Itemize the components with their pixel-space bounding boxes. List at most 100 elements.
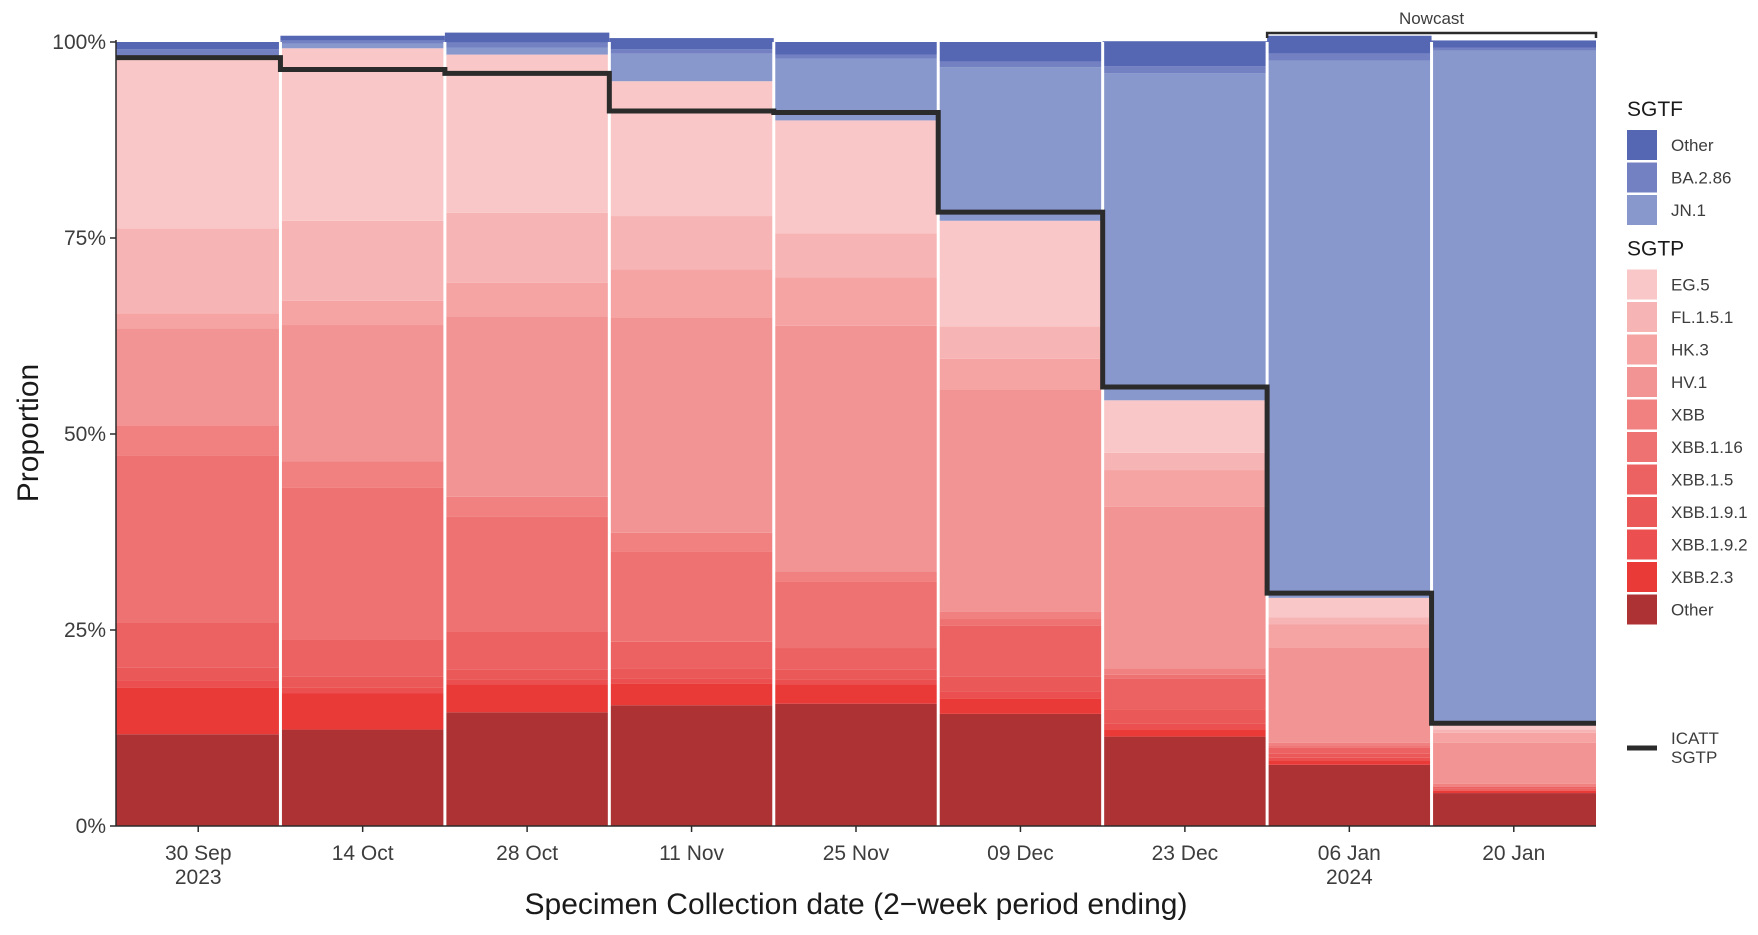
bar-segment-sgtp-xbb-2-3: [773, 684, 939, 704]
legend-key-sgtf-ba-2-86: [1627, 162, 1657, 193]
bar-segment-sgtf-ba-2-86: [609, 49, 774, 54]
bar-segment-sgtp-xbb-1-9-2: [1431, 789, 1596, 791]
legend-label-icatt: ICATT: [1671, 729, 1719, 748]
bar-segment-sgtp-hv-1: [1102, 506, 1268, 669]
bar-segment-sgtp-xbb-1-9-2: [1102, 723, 1268, 730]
bar-segment-sgtp-hk-3: [773, 277, 939, 326]
bar-segment-sgtp-xbb-1-16: [280, 487, 445, 640]
bar-segment-sgtp-xbb-1-5: [938, 625, 1103, 677]
bar-segment-sgtp-xbb-1-9-1: [1431, 788, 1596, 790]
x-tick-label: 09 Dec: [987, 842, 1054, 865]
x-tick-label: 30 Sep: [165, 842, 232, 865]
bar-segment-sgtp-hk-3: [1431, 732, 1596, 743]
legend-key-sgtp-other: [1627, 594, 1657, 625]
legend-label-sgtp-xbb-2-3: XBB.2.3: [1671, 568, 1733, 587]
bar-segment-sgtf-other: [116, 42, 281, 50]
bar-segment-sgtp-xbb-1-5: [1102, 678, 1268, 710]
bar-segment-sgtp-xbb: [1431, 783, 1596, 787]
bar-segment-sgtp-xbb: [280, 461, 445, 488]
bar-segment-sgtp-eg-5: [1431, 723, 1596, 730]
bar-segment-sgtp-xbb-1-5: [116, 622, 281, 668]
x-tick-label: 11 Nov: [659, 842, 724, 865]
legend-label-sgtp-xbb-1-9-2: XBB.1.9.2: [1671, 536, 1748, 555]
bar-segment-sgtf-other: [609, 38, 774, 50]
bar-segment-sgtf-other: [1431, 40, 1596, 48]
legend-label-sgtf-ba-2-86: BA.2.86: [1671, 169, 1732, 188]
bar-segment-sgtp-fl-1-5-1: [280, 220, 445, 301]
bar-segment-sgtp-hk-3: [1267, 624, 1432, 648]
x-tick-label: 20 Jan: [1482, 842, 1545, 865]
legend-title-sgtf: SGTF: [1627, 98, 1683, 121]
legend-key-sgtp-xbb-1-16: [1627, 432, 1657, 462]
bar-segment-sgtp-other: [116, 734, 281, 826]
legend-title-sgtp: SGTP: [1627, 238, 1684, 261]
y-tick-label: 50%: [64, 423, 106, 446]
legend-label-sgtp-fl-1-5-1: FL.1.5.1: [1671, 308, 1733, 327]
bar-segment-sgtp-xbb-1-9-1: [773, 669, 939, 680]
legend-key-sgtp-xbb-1-5: [1627, 464, 1657, 495]
bar-segment-sgtp-other: [609, 705, 774, 826]
legend-label-sgtf-jn-1: JN.1: [1671, 201, 1706, 220]
bar-segment-sgtp-xbb-1-9-1: [280, 676, 445, 688]
bar-segment-sgtp-xbb-1-9-1: [1267, 753, 1432, 758]
bar-segment-sgtp-xbb-1-9-1: [116, 667, 281, 681]
legend-key-sgtp-eg-5: [1627, 269, 1657, 300]
y-tick-label: 100%: [52, 31, 106, 54]
bar-segment-sgtp-other: [1102, 736, 1268, 826]
bar-segment-sgtp-eg-5: [773, 120, 939, 234]
bar-segment-sgtp-eg-5: [938, 220, 1103, 327]
legend-key-sgtp-xbb-1-9-2: [1627, 529, 1657, 560]
x-tick-label: 28 Oct: [496, 842, 558, 865]
bar-segment-sgtp-other: [1267, 764, 1432, 826]
bar-segment-sgtf-ba-2-86: [1431, 47, 1596, 51]
legend-key-sgtp-hv-1: [1627, 367, 1657, 397]
bar-segment-sgtp-xbb: [773, 571, 939, 582]
bar-segment-sgtp-xbb-1-16: [1431, 786, 1596, 787]
x-tick-year-label: 2024: [1326, 866, 1373, 889]
nowcast-label: Nowcast: [1399, 9, 1464, 28]
x-tick-label: 06 Jan: [1318, 842, 1381, 865]
bar-segment-sgtp-xbb-2-3: [1102, 729, 1268, 737]
bar-segment-sgtp-hv-1: [116, 328, 281, 426]
bar-segment-sgtp-xbb-1-9-2: [938, 691, 1103, 699]
bar-segment-sgtf-other: [938, 42, 1103, 62]
bar-segment-sgtp-other: [938, 713, 1103, 826]
bar-segment-sgtp-fl-1-5-1: [1102, 452, 1268, 471]
bar-segment-sgtp-xbb-1-16: [1267, 746, 1432, 748]
bar-segment-sgtf-ba-2-86: [773, 54, 939, 59]
bar-segment-sgtf-other: [280, 35, 445, 41]
bar-segment-sgtp-hk-3: [444, 282, 610, 317]
legend-key-sgtp-fl-1-5-1: [1627, 302, 1657, 332]
bar-segment-sgtp-xbb-1-9-1: [1102, 709, 1268, 724]
bar-segment-sgtf-ba-2-86: [938, 61, 1103, 68]
bar-segment-sgtf-other: [1102, 41, 1268, 67]
bar-segment-sgtp-hv-1: [444, 316, 610, 497]
bar-segment-sgtp-hk-3: [1102, 470, 1268, 507]
bar-segment-sgtf-ba-2-86: [116, 49, 281, 56]
bar-segment-sgtp-eg-5: [116, 59, 281, 229]
x-tick-label: 25 Nov: [823, 842, 890, 865]
nowcast-annotation: Nowcast: [1265, 9, 1598, 38]
bar-segment-sgtp-xbb-2-3: [609, 683, 774, 706]
legend-key-sgtf-other: [1627, 130, 1657, 160]
bar-segment-sgtf-jn-1: [444, 47, 610, 55]
bar-segment-sgtp-xbb-2-3: [1431, 790, 1596, 794]
y-tick-label: 75%: [64, 227, 106, 250]
bar-segment-sgtp-hk-3: [938, 358, 1103, 390]
bar-segment-sgtp-xbb-2-3: [280, 693, 445, 730]
bar-segment-sgtp-other: [1431, 793, 1596, 826]
bar-segment-sgtf-jn-1: [1431, 50, 1596, 724]
bar-segment-sgtp-fl-1-5-1: [938, 326, 1103, 359]
bar-segment-sgtp-eg-5: [609, 81, 774, 217]
bar-segment-sgtp-xbb-1-9-2: [609, 678, 774, 684]
bar-segment-sgtp-xbb: [609, 532, 774, 552]
bar-segment-sgtp-xbb-1-9-2: [280, 687, 445, 694]
bar-segment-sgtp-fl-1-5-1: [609, 216, 774, 270]
legend-label-sgtp-xbb-1-9-1: XBB.1.9.1: [1671, 503, 1748, 522]
bar-segment-sgtp-xbb-1-16: [773, 581, 939, 649]
legend-label-sgtp-xbb-1-5: XBB.1.5: [1671, 471, 1733, 490]
bar-segment-sgtp-xbb: [1267, 742, 1432, 747]
bar-segment-sgtp-other: [280, 729, 445, 826]
icatt-sgtp-step-line: [116, 55, 1596, 726]
